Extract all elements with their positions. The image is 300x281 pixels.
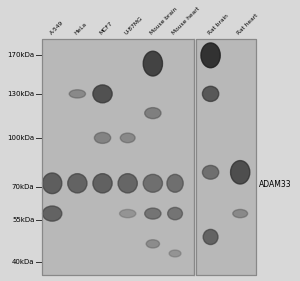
Text: Mouse brain: Mouse brain	[149, 7, 178, 36]
Text: Rat heart: Rat heart	[237, 13, 260, 36]
Ellipse shape	[146, 240, 160, 248]
Ellipse shape	[120, 133, 135, 143]
Text: HeLa: HeLa	[74, 22, 88, 36]
Bar	[196, 39, 256, 275]
Text: U-87MG: U-87MG	[124, 16, 144, 36]
Text: Mouse heart: Mouse heart	[172, 6, 201, 36]
Text: 55kDa: 55kDa	[12, 217, 34, 223]
Text: 100kDa: 100kDa	[7, 135, 34, 141]
Ellipse shape	[231, 161, 250, 184]
Text: 130kDa: 130kDa	[7, 91, 34, 97]
Ellipse shape	[203, 229, 218, 244]
Text: Rat brain: Rat brain	[207, 14, 230, 36]
Text: 70kDa: 70kDa	[12, 184, 34, 191]
Ellipse shape	[143, 51, 163, 76]
Text: 170kDa: 170kDa	[7, 52, 34, 58]
FancyBboxPatch shape	[42, 39, 194, 275]
Ellipse shape	[43, 206, 62, 221]
Text: MCF7: MCF7	[99, 21, 114, 36]
Ellipse shape	[93, 85, 112, 103]
Ellipse shape	[143, 175, 163, 192]
Ellipse shape	[169, 250, 181, 257]
Ellipse shape	[43, 173, 62, 194]
Ellipse shape	[233, 209, 248, 218]
Bar	[42, 39, 194, 275]
Ellipse shape	[168, 207, 182, 220]
Text: A-549: A-549	[49, 20, 64, 36]
Ellipse shape	[68, 174, 87, 193]
Ellipse shape	[93, 174, 112, 193]
Text: 40kDa: 40kDa	[12, 259, 34, 265]
Ellipse shape	[145, 208, 161, 219]
Ellipse shape	[94, 132, 111, 143]
Ellipse shape	[145, 108, 161, 119]
Ellipse shape	[167, 175, 183, 192]
Ellipse shape	[202, 166, 219, 179]
Text: ADAM33: ADAM33	[260, 180, 292, 189]
Ellipse shape	[69, 90, 85, 98]
Ellipse shape	[201, 43, 220, 68]
Ellipse shape	[202, 86, 219, 101]
FancyBboxPatch shape	[196, 39, 256, 275]
Ellipse shape	[119, 209, 136, 218]
Ellipse shape	[118, 174, 137, 193]
